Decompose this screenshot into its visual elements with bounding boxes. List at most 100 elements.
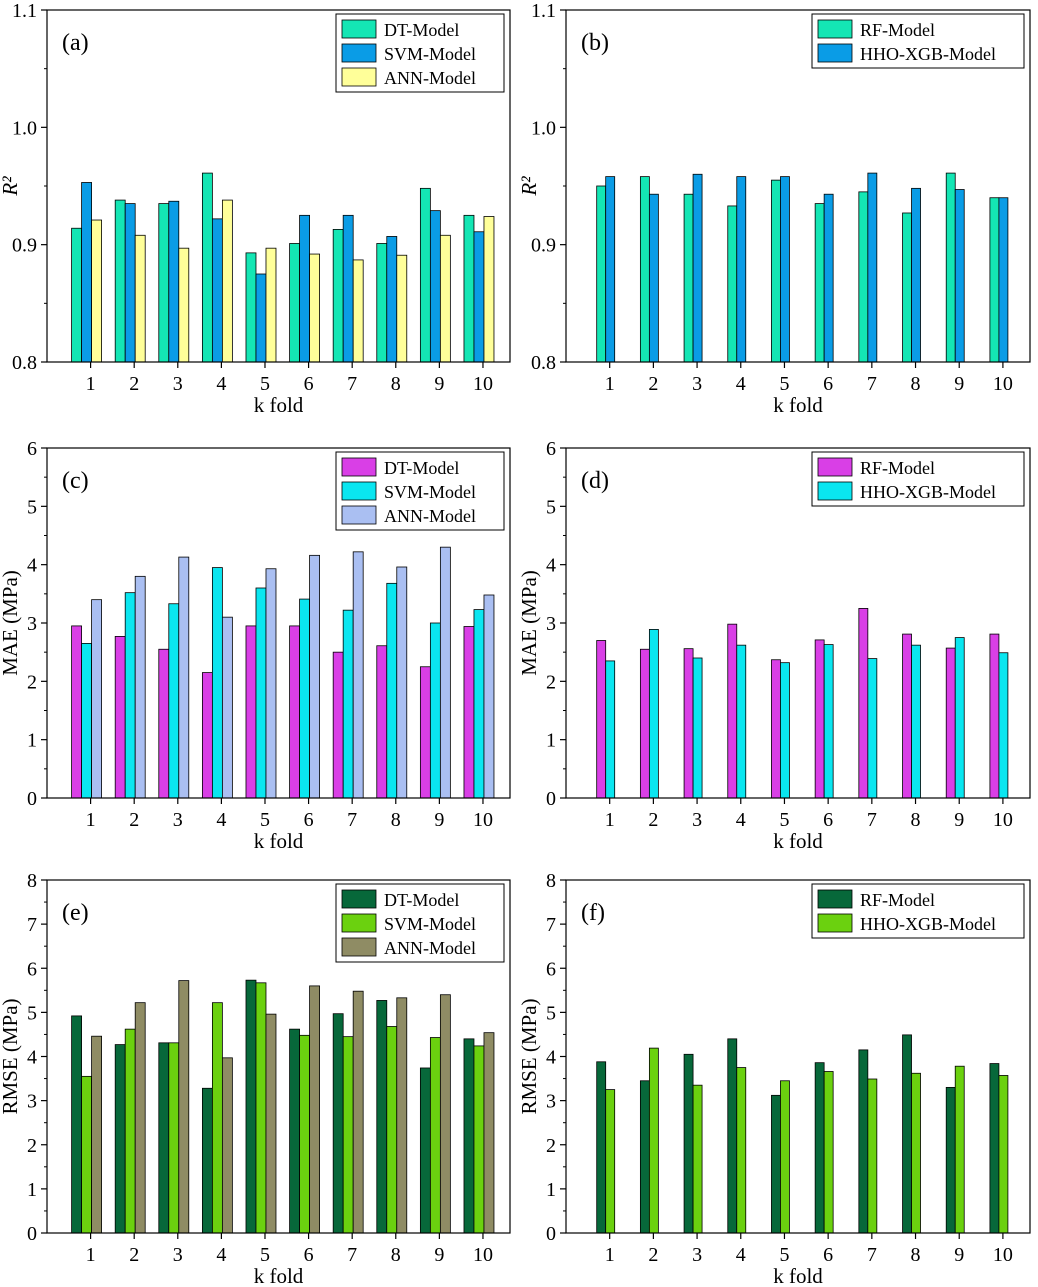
legend-label: HHO-XGB-Model xyxy=(860,482,996,502)
bar-hho-xgb-model-fold-6 xyxy=(823,644,834,799)
legend-label: RF-Model xyxy=(860,890,935,910)
y-tick-label: 4 xyxy=(27,1047,37,1069)
x-tick-label: 10 xyxy=(473,373,493,395)
y-tick-label: 4 xyxy=(546,555,556,577)
legend-label: RF-Model xyxy=(860,458,935,478)
bar-svm-model-fold-1 xyxy=(81,643,92,799)
x-tick-label: 10 xyxy=(993,1244,1013,1266)
bar-svm-model-fold-7 xyxy=(342,214,354,363)
x-tick-label: 1 xyxy=(86,1244,96,1266)
bar-svm-model-fold-5 xyxy=(255,273,267,363)
y-tick-label: 7 xyxy=(27,914,37,936)
bar-rf-model-fold-5 xyxy=(771,659,781,799)
bar-dt-model-fold-7 xyxy=(332,1013,344,1234)
y-tick-label: 1 xyxy=(27,730,37,752)
y-tick-label: 0.9 xyxy=(531,235,556,257)
bar-hho-xgb-model-fold-1 xyxy=(605,660,616,799)
y-tick-label: 1 xyxy=(546,1179,556,1201)
bar-hho-xgb-model-fold-10 xyxy=(998,1075,1009,1234)
y-tick-label: 1 xyxy=(27,1179,37,1201)
bar-dt-model-fold-1 xyxy=(71,227,82,363)
bar-svm-model-fold-8 xyxy=(386,236,398,363)
bar-ann-model-fold-3 xyxy=(178,980,190,1234)
bar-rf-model-fold-4 xyxy=(727,623,738,799)
y-tick-label: 3 xyxy=(27,613,37,635)
bar-ann-model-fold-6 xyxy=(309,985,320,1234)
panel-label: (e) xyxy=(62,900,89,926)
x-tick-label: 2 xyxy=(648,373,658,395)
bar-ann-model-fold-3 xyxy=(178,247,190,363)
bar-ann-model-fold-8 xyxy=(396,254,408,363)
bar-rf-model-fold-5 xyxy=(771,179,781,363)
bar-ann-model-fold-5 xyxy=(265,568,277,799)
bar-hho-xgb-model-fold-2 xyxy=(648,1047,659,1234)
bar-rf-model-fold-10 xyxy=(989,633,1000,799)
bar-ann-model-fold-9 xyxy=(439,234,451,363)
bar-dt-model-fold-8 xyxy=(376,645,388,799)
bar-rf-model-fold-9 xyxy=(945,647,956,799)
bar-hho-xgb-model-fold-3 xyxy=(692,657,703,799)
x-axis-label: k fold xyxy=(254,829,304,853)
x-tick-label: 8 xyxy=(391,373,401,395)
panel-a: 0.8 0.9 1.0 1.1 1 2 3 4 5 6 7 8 9 10 k fold R² (a) DT-Mod… xyxy=(0,0,511,417)
bar-dt-model-fold-10 xyxy=(463,1038,475,1234)
bar-hho-xgb-model-fold-5 xyxy=(780,1080,790,1234)
x-axis-label: k fold xyxy=(254,393,304,417)
bar-rf-model-fold-8 xyxy=(902,1034,912,1234)
legend-swatch xyxy=(341,481,377,501)
bar-dt-model-fold-5 xyxy=(245,625,257,799)
bar-rf-model-fold-10 xyxy=(989,197,1000,363)
y-tick-label: 0.8 xyxy=(531,352,556,374)
x-tick-label: 6 xyxy=(304,809,314,831)
legend-swatch xyxy=(817,913,853,933)
bar-dt-model-fold-10 xyxy=(463,626,475,799)
bar-hho-xgb-model-fold-10 xyxy=(998,197,1009,363)
bar-ann-model-fold-7 xyxy=(352,551,364,799)
y-tick-label: 0 xyxy=(27,788,37,810)
x-tick-label: 5 xyxy=(779,373,789,395)
x-tick-label: 6 xyxy=(304,373,314,395)
x-tick-label: 2 xyxy=(129,1244,139,1266)
bar-rf-model-fold-8 xyxy=(902,212,912,363)
bar-rf-model-fold-7 xyxy=(858,608,869,799)
legend-swatch xyxy=(817,19,853,39)
y-tick-label: 0.8 xyxy=(12,352,37,374)
bar-svm-model-fold-9 xyxy=(429,1037,441,1234)
bar-rf-model-fold-1 xyxy=(596,640,607,799)
x-tick-label: 8 xyxy=(911,373,921,395)
bar-hho-xgb-model-fold-3 xyxy=(692,1084,703,1234)
bar-dt-model-fold-5 xyxy=(245,252,257,363)
y-axis-label: RMSE (MPa) xyxy=(0,998,22,1114)
bar-ann-model-fold-10 xyxy=(483,1032,495,1234)
x-tick-label: 1 xyxy=(605,373,615,395)
panel-e: 0 1 2 3 4 5 6 7 8 1 2 3 4 5 6 7 8 9 10 k fold RMSE (MPa) (e) D… xyxy=(0,870,511,1287)
x-tick-label: 1 xyxy=(605,1244,615,1266)
y-tick-label: 3 xyxy=(27,1091,37,1113)
bar-svm-model-fold-4 xyxy=(211,567,223,799)
y-tick-label: 5 xyxy=(27,1002,37,1024)
bar-hho-xgb-model-fold-6 xyxy=(823,1071,834,1234)
y-axis-label: R² xyxy=(517,176,541,197)
legend-swatch xyxy=(341,505,377,525)
y-tick-label: 1.1 xyxy=(531,0,556,22)
legend-label: ANN-Model xyxy=(384,68,476,88)
bar-dt-model-fold-4 xyxy=(201,172,213,363)
legend-swatch xyxy=(341,913,377,933)
legend-label: ANN-Model xyxy=(384,938,476,958)
bar-ann-model-fold-10 xyxy=(483,594,495,799)
x-tick-label: 5 xyxy=(260,373,270,395)
bar-hho-xgb-model-fold-6 xyxy=(823,193,834,363)
legend-swatch xyxy=(817,889,853,909)
legend: RF-Model HHO-XGB-Model xyxy=(811,883,1025,939)
bar-hho-xgb-model-fold-4 xyxy=(736,644,747,799)
legend: DT-Model SVM-Model ANN-Model xyxy=(335,451,505,531)
x-tick-label: 4 xyxy=(216,1244,226,1266)
bar-ann-model-fold-8 xyxy=(396,997,408,1234)
x-tick-label: 3 xyxy=(173,373,183,395)
bar-hho-xgb-model-fold-2 xyxy=(648,193,659,363)
legend-swatch xyxy=(341,67,377,87)
bar-hho-xgb-model-fold-7 xyxy=(867,1078,878,1234)
x-tick-label: 5 xyxy=(260,809,270,831)
bar-dt-model-fold-4 xyxy=(201,672,213,799)
bar-dt-model-fold-10 xyxy=(463,214,475,363)
